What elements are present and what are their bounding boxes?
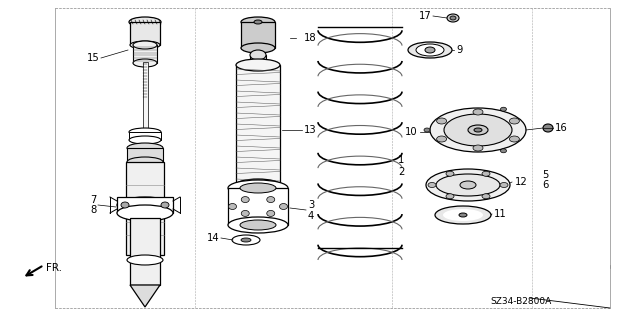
- Ellipse shape: [436, 118, 447, 124]
- Text: 13: 13: [304, 125, 317, 135]
- Text: 14: 14: [207, 233, 220, 243]
- Ellipse shape: [240, 220, 276, 230]
- Text: 18: 18: [304, 33, 317, 43]
- Text: SZ34-B2800A: SZ34-B2800A: [490, 298, 551, 307]
- Ellipse shape: [473, 109, 483, 115]
- Ellipse shape: [509, 136, 520, 142]
- Ellipse shape: [435, 206, 491, 224]
- Bar: [117, 197, 173, 213]
- Ellipse shape: [428, 182, 436, 188]
- Ellipse shape: [117, 205, 173, 221]
- Ellipse shape: [430, 108, 526, 152]
- Ellipse shape: [129, 17, 161, 27]
- Text: 6: 6: [542, 180, 548, 190]
- Ellipse shape: [500, 182, 508, 188]
- Ellipse shape: [436, 136, 447, 142]
- Text: 9: 9: [456, 45, 462, 55]
- Ellipse shape: [443, 209, 483, 221]
- Ellipse shape: [446, 194, 454, 199]
- Ellipse shape: [250, 50, 266, 60]
- Ellipse shape: [474, 128, 482, 132]
- Ellipse shape: [426, 169, 510, 201]
- Ellipse shape: [250, 80, 266, 90]
- Ellipse shape: [500, 107, 506, 111]
- Ellipse shape: [482, 171, 490, 176]
- Ellipse shape: [232, 235, 260, 245]
- Ellipse shape: [129, 128, 161, 136]
- Ellipse shape: [240, 183, 276, 193]
- Ellipse shape: [482, 194, 490, 199]
- Text: 7: 7: [91, 195, 97, 205]
- Text: 2: 2: [398, 167, 404, 177]
- Bar: [241, 22, 275, 48]
- Ellipse shape: [228, 180, 288, 196]
- Ellipse shape: [280, 204, 287, 210]
- Ellipse shape: [447, 14, 459, 22]
- Ellipse shape: [130, 41, 160, 49]
- Ellipse shape: [509, 118, 520, 124]
- Ellipse shape: [468, 125, 488, 135]
- Bar: [228, 188, 288, 225]
- Ellipse shape: [121, 202, 129, 208]
- Text: 11: 11: [494, 209, 507, 219]
- Ellipse shape: [543, 124, 553, 132]
- Ellipse shape: [254, 20, 262, 24]
- Bar: [250, 55, 266, 85]
- Text: 12: 12: [515, 177, 528, 187]
- Ellipse shape: [228, 204, 237, 210]
- Bar: [133, 45, 157, 63]
- Ellipse shape: [127, 255, 163, 265]
- Ellipse shape: [446, 171, 454, 176]
- Ellipse shape: [127, 157, 163, 167]
- Bar: [130, 22, 160, 45]
- Ellipse shape: [241, 238, 251, 242]
- Ellipse shape: [450, 16, 456, 20]
- Ellipse shape: [129, 136, 161, 144]
- Text: 17: 17: [419, 11, 432, 21]
- Text: 8: 8: [91, 205, 97, 215]
- Ellipse shape: [460, 181, 476, 189]
- Text: 15: 15: [87, 53, 100, 63]
- Ellipse shape: [236, 179, 280, 191]
- Text: 10: 10: [405, 127, 418, 137]
- Ellipse shape: [416, 44, 444, 56]
- Ellipse shape: [424, 128, 430, 132]
- Ellipse shape: [228, 217, 288, 233]
- Text: 5: 5: [542, 170, 548, 180]
- Bar: [127, 148, 163, 162]
- Ellipse shape: [236, 59, 280, 71]
- Text: 4: 4: [308, 211, 314, 221]
- Text: 1: 1: [398, 155, 404, 165]
- Bar: [126, 162, 164, 255]
- Ellipse shape: [436, 174, 500, 196]
- Ellipse shape: [267, 211, 275, 216]
- Polygon shape: [130, 285, 160, 307]
- Bar: [143, 62, 148, 132]
- Ellipse shape: [459, 213, 467, 217]
- Ellipse shape: [133, 59, 157, 67]
- Ellipse shape: [241, 197, 249, 203]
- Ellipse shape: [127, 143, 163, 153]
- Ellipse shape: [473, 145, 483, 151]
- Ellipse shape: [425, 47, 435, 53]
- Ellipse shape: [117, 197, 173, 213]
- Ellipse shape: [161, 202, 169, 208]
- Ellipse shape: [241, 211, 249, 216]
- Text: 16: 16: [555, 123, 568, 133]
- Ellipse shape: [241, 43, 275, 53]
- Bar: [129, 132, 161, 140]
- Text: FR.: FR.: [46, 263, 62, 273]
- Ellipse shape: [500, 149, 506, 153]
- Ellipse shape: [241, 17, 275, 27]
- Ellipse shape: [408, 42, 452, 58]
- Bar: [236, 65, 280, 185]
- Ellipse shape: [133, 41, 157, 49]
- Bar: [130, 218, 160, 285]
- Ellipse shape: [267, 197, 275, 203]
- Text: 3: 3: [308, 200, 314, 210]
- Ellipse shape: [444, 114, 512, 146]
